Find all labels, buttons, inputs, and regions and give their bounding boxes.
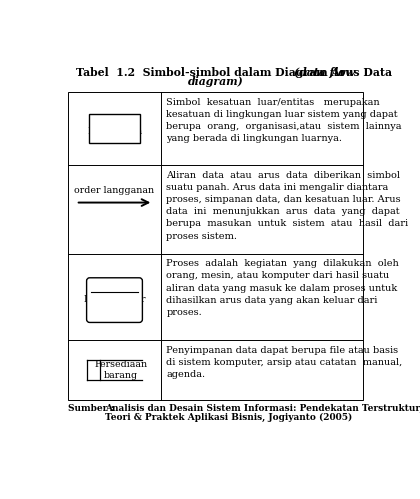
- Text: a: a: [92, 116, 97, 125]
- Text: Sumber :: Sumber :: [68, 404, 120, 413]
- Text: order langganan: order langganan: [74, 186, 155, 195]
- Text: Teori & Praktek Aplikasi Bisnis, Jogiyanto (2005): Teori & Praktek Aplikasi Bisnis, Jogiyan…: [105, 413, 352, 422]
- Text: Analisis dan Desain Sistem Informasi: Pendekatan Terstruktur,: Analisis dan Desain Sistem Informasi: Pe…: [105, 404, 420, 413]
- Text: Aliran  data  atau  arus  data  diberikan  simbol
suatu panah. Arus data ini men: Aliran data atau arus data diberikan sim…: [166, 171, 409, 241]
- Text: (data flow: (data flow: [294, 67, 355, 78]
- Text: Proses order
langganan: Proses order langganan: [84, 295, 145, 315]
- Text: Langganan: Langganan: [87, 127, 142, 136]
- Text: Persediaan
barang: Persediaan barang: [94, 360, 147, 380]
- Text: Proses  adalah  kegiatan  yang  dilakukan  oleh
orang, mesin, atau komputer dari: Proses adalah kegiatan yang dilakukan ol…: [166, 259, 399, 317]
- Text: 1: 1: [111, 282, 118, 291]
- Text: Penyimpanan data dapat berupa file atau basis
di sistem komputer, arsip atau cat: Penyimpanan data dapat berupa file atau …: [166, 345, 403, 379]
- Text: Simbol  kesatuan  luar/entitas   merupakan
kesatuan di lingkungan luar sistem ya: Simbol kesatuan luar/entitas merupakan k…: [166, 98, 402, 143]
- Text: Tabel  1.2  Simbol-simbol dalam Diagram Arus Data: Tabel 1.2 Simbol-simbol dalam Diagram Ar…: [76, 67, 396, 78]
- Bar: [89, 114, 140, 143]
- Bar: [68, 92, 362, 400]
- Text: diagram): diagram): [187, 76, 243, 87]
- FancyBboxPatch shape: [87, 278, 142, 322]
